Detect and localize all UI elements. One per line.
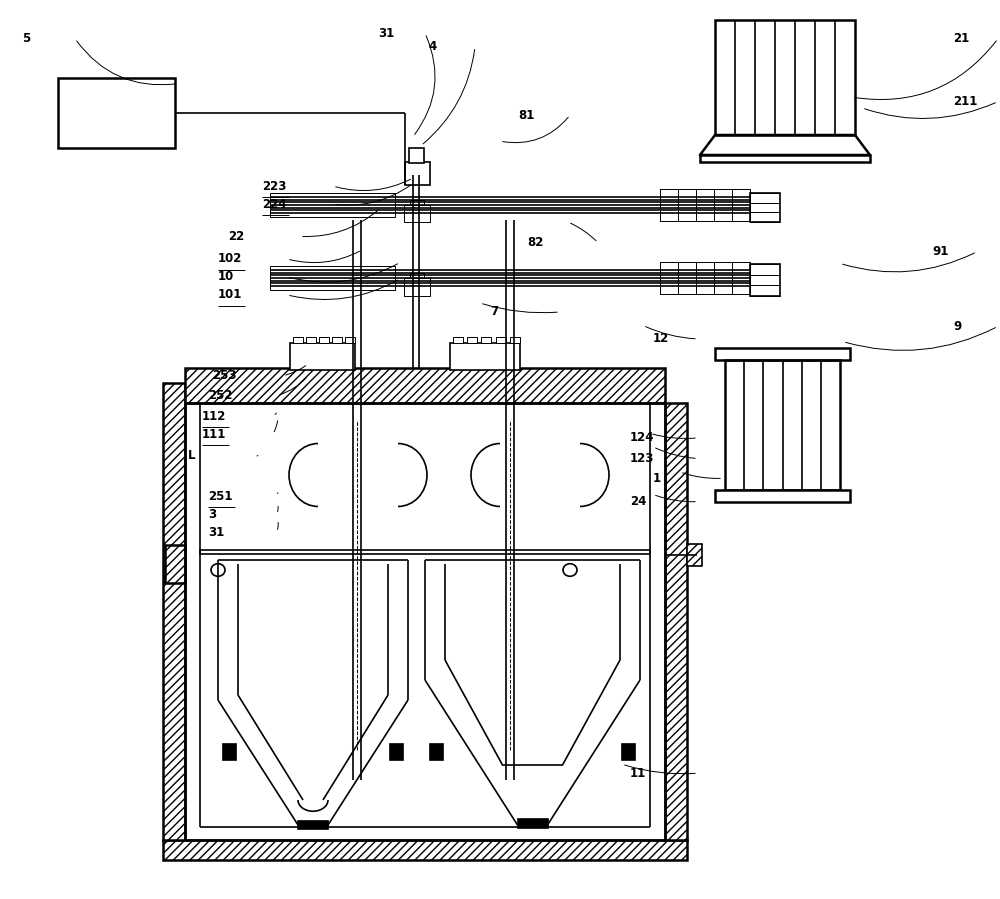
- Bar: [345, 337, 355, 343]
- Bar: [410, 200, 424, 210]
- Text: 11: 11: [630, 767, 646, 779]
- Bar: [660, 262, 750, 294]
- Bar: [185, 368, 665, 403]
- Text: 111: 111: [202, 428, 226, 441]
- Text: 81: 81: [518, 109, 534, 121]
- Text: 224: 224: [262, 198, 287, 210]
- Text: L: L: [188, 450, 196, 462]
- Bar: [496, 337, 506, 343]
- Bar: [290, 343, 355, 370]
- Bar: [410, 272, 424, 283]
- Bar: [518, 819, 548, 828]
- Bar: [405, 162, 430, 185]
- Text: 9: 9: [953, 320, 961, 333]
- Text: 7: 7: [490, 306, 498, 318]
- Text: 253: 253: [212, 369, 237, 382]
- Bar: [223, 743, 236, 760]
- Bar: [165, 545, 185, 583]
- Text: 124: 124: [630, 432, 654, 444]
- Bar: [750, 193, 780, 222]
- Text: 91: 91: [932, 245, 948, 258]
- Bar: [298, 821, 328, 830]
- Bar: [163, 383, 185, 840]
- Text: 22: 22: [228, 230, 244, 243]
- Bar: [450, 343, 520, 370]
- Bar: [715, 20, 855, 135]
- Bar: [390, 743, 403, 760]
- Text: 31: 31: [378, 27, 394, 40]
- Text: 31: 31: [208, 526, 224, 539]
- Text: 211: 211: [953, 95, 977, 108]
- Text: 24: 24: [630, 495, 646, 508]
- Text: 1: 1: [653, 472, 661, 485]
- Text: 123: 123: [630, 452, 654, 465]
- Bar: [404, 278, 430, 296]
- Text: 223: 223: [262, 180, 286, 192]
- Bar: [687, 544, 702, 565]
- Bar: [270, 266, 395, 290]
- Bar: [200, 550, 650, 554]
- Bar: [58, 78, 175, 148]
- Text: 102: 102: [218, 253, 242, 265]
- Bar: [700, 155, 870, 162]
- Bar: [660, 189, 750, 221]
- Text: 3: 3: [208, 508, 216, 521]
- Bar: [481, 337, 491, 343]
- Text: 82: 82: [527, 236, 543, 249]
- Bar: [750, 264, 780, 296]
- Bar: [430, 743, 443, 760]
- Bar: [453, 337, 463, 343]
- Text: 101: 101: [218, 289, 242, 301]
- Bar: [715, 348, 850, 360]
- Bar: [319, 337, 329, 343]
- Bar: [270, 193, 395, 218]
- Bar: [510, 337, 520, 343]
- Text: 5: 5: [22, 32, 30, 45]
- Text: 4: 4: [428, 40, 436, 53]
- Text: 21: 21: [953, 32, 969, 45]
- Bar: [467, 337, 477, 343]
- Bar: [332, 337, 342, 343]
- Text: 12: 12: [653, 333, 669, 345]
- Bar: [715, 490, 850, 502]
- Bar: [306, 337, 316, 343]
- Text: 10: 10: [218, 271, 234, 283]
- Bar: [665, 403, 687, 840]
- Bar: [163, 840, 687, 859]
- Bar: [622, 743, 635, 760]
- Bar: [725, 360, 840, 490]
- Bar: [404, 205, 430, 222]
- Text: 251: 251: [208, 490, 232, 503]
- Text: 252: 252: [208, 389, 232, 402]
- Bar: [293, 337, 303, 343]
- Text: 112: 112: [202, 410, 226, 423]
- Bar: [409, 148, 424, 163]
